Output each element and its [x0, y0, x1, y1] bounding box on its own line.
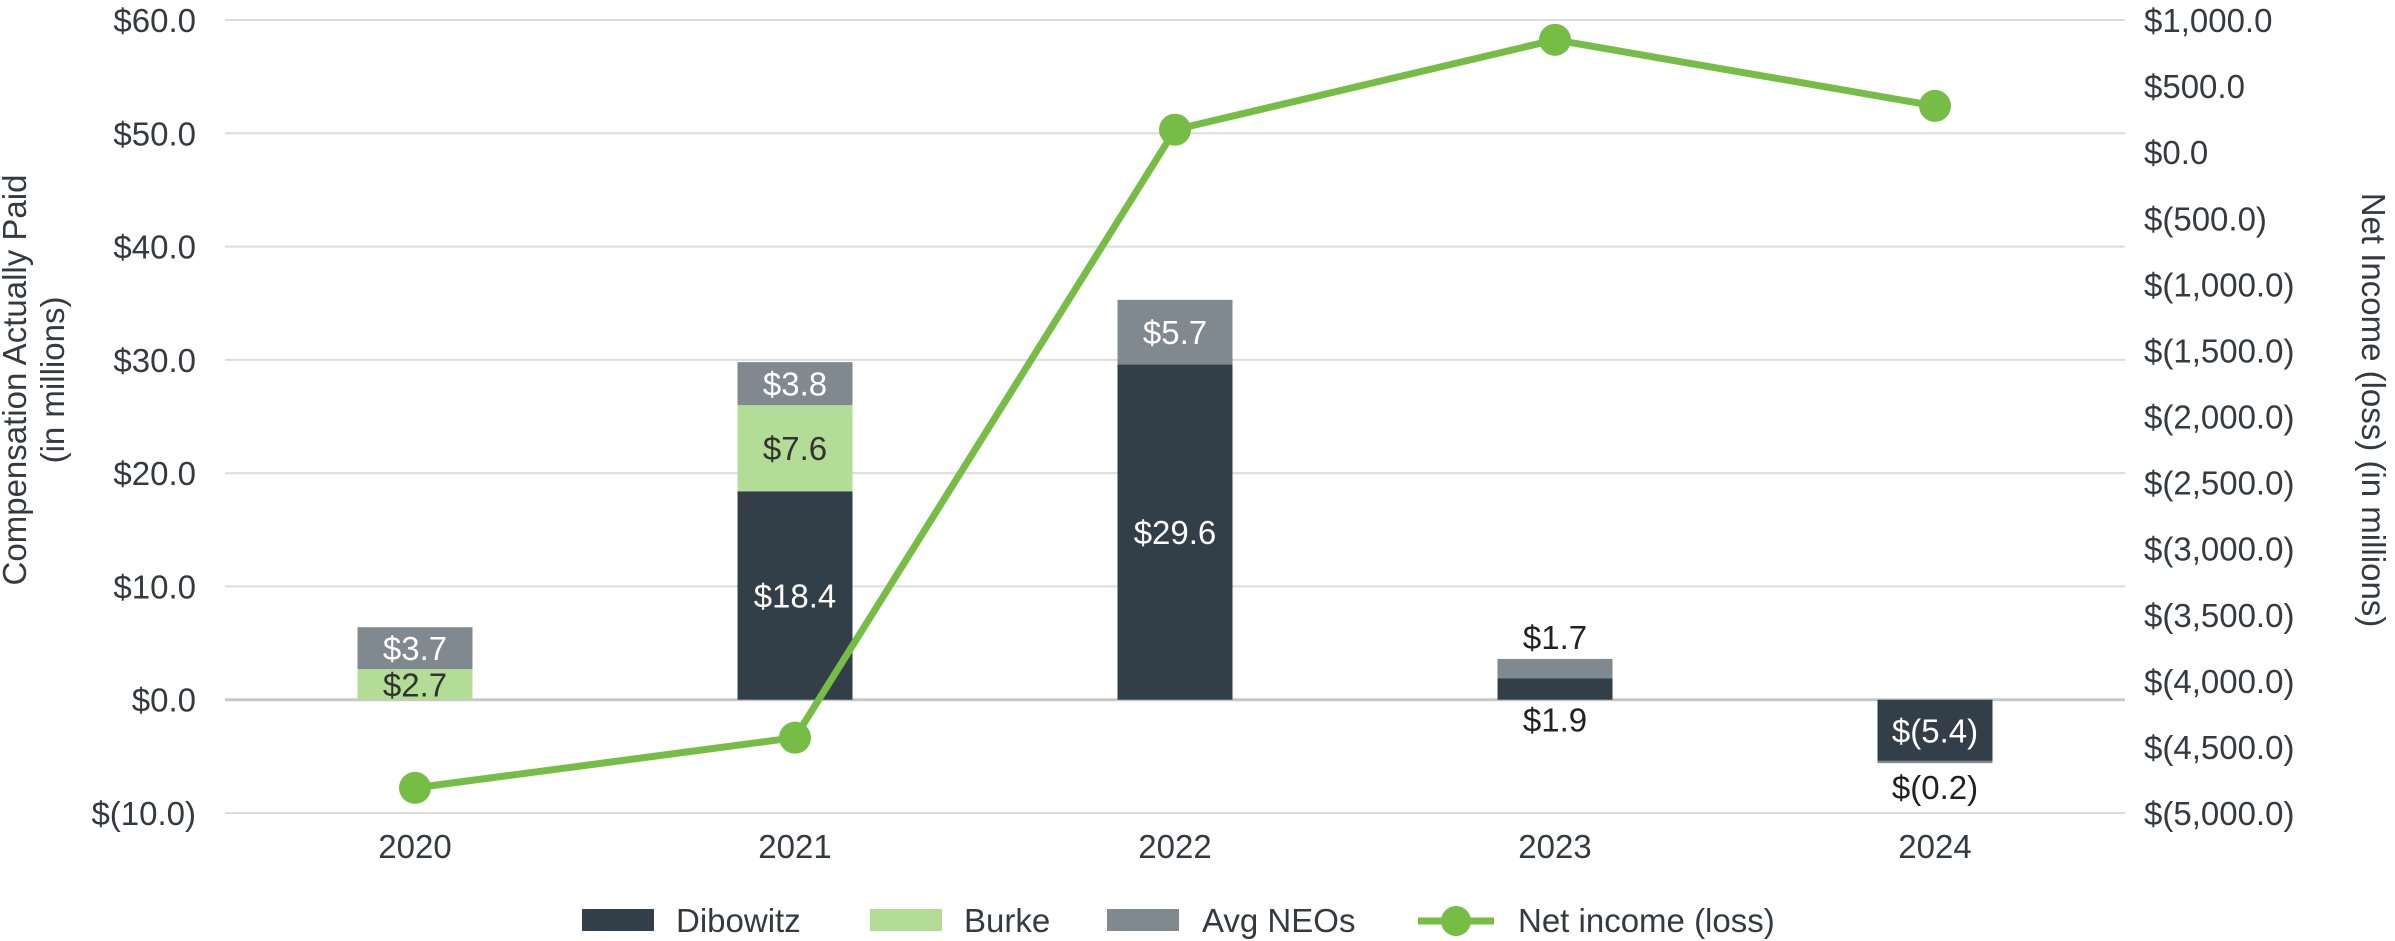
left-tick-label-2: $10.0: [113, 568, 196, 605]
left-axis: $(10.0) $0.0 $10.0 $20.0 $30.0 $40.0 $50.0 $60.…: [91, 2, 196, 832]
net-income-point-2022: [1159, 113, 1191, 146]
data-label-dibowitz-2021: $18.4: [754, 577, 837, 614]
bars: [357, 299, 1993, 764]
data-labels: $2.7$3.7 $18.4 $7.6 $3.8 $29.6 $5.7 $1.9 $1.7 $(…: [383, 314, 1978, 806]
legend-swatch-dibowitz: [582, 909, 654, 931]
data-label-dibowitz-2023: $1.9: [1523, 702, 1587, 739]
data-label-burke-2021: $7.6: [763, 430, 827, 467]
x-tick-label-2024: 2024: [1898, 828, 1971, 865]
legend-label-net-income: Net income (loss): [1518, 902, 1775, 939]
right-tick-label-10: $0.0: [2144, 134, 2208, 171]
left-tick-label-5: $40.0: [113, 229, 196, 266]
legend-swatch-net-income-marker: [1441, 906, 1471, 936]
data-label-dibowitz-2024: $(5.4): [1892, 712, 1978, 749]
right-tick-label-9: $(500.0): [2144, 200, 2267, 237]
left-tick-label-3: $20.0: [113, 455, 196, 492]
data-label-avg-neos-2021: $3.8: [763, 366, 827, 403]
left-tick-label-4: $30.0: [113, 342, 196, 379]
left-axis-title-line1: Compensation Actually Paid: [0, 175, 33, 586]
legend-label-avg-neos: Avg NEOs: [1202, 902, 1355, 939]
bar-avg-neos-2021: [737, 362, 853, 406]
bar-dibowitz-2023: [1497, 678, 1613, 700]
left-tick-label-0: $(10.0): [91, 795, 196, 832]
net-income-point-2020: [399, 771, 431, 804]
right-axis-title: Net Income (loss) (in millions): [2355, 193, 2392, 628]
data-label-dibowitz-2022: $29.6: [1134, 514, 1217, 551]
legend: Dibowitz Burke Avg NEOs Net income (loss…: [582, 902, 1775, 939]
net-income-point-2021: [779, 721, 811, 754]
bar-avg-neos-2022: [1117, 299, 1233, 365]
bar-dibowitz-2022: [1117, 364, 1233, 700]
bar-burke-2021: [737, 405, 853, 492]
left-tick-label-1: $0.0: [132, 682, 196, 719]
net-income-point-2023: [1539, 23, 1571, 56]
bar-avg-neos-2020: [357, 627, 473, 670]
bar-avg-neos-2024: [1877, 760, 1993, 764]
x-tick-label-2020: 2020: [378, 828, 451, 865]
bar-dibowitz-2021: [737, 491, 853, 700]
x-tick-label-2023: 2023: [1518, 828, 1591, 865]
right-tick-label-0: $(5,000.0): [2144, 795, 2294, 832]
data-label-avg-neos-2020: $3.7: [383, 630, 447, 667]
x-tick-label-2022: 2022: [1138, 828, 1211, 865]
right-tick-label-2: $(4,000.0): [2144, 663, 2294, 700]
right-tick-label-8: $(1,000.0): [2144, 266, 2294, 303]
net-income-line: [399, 23, 1951, 804]
left-tick-label-7: $60.0: [113, 2, 196, 39]
data-label-avg-neos-2023: $1.7: [1523, 619, 1587, 656]
right-tick-label-6: $(2,000.0): [2144, 399, 2294, 436]
bar-dibowitz-2024: [1877, 699, 1993, 761]
data-label-burke-2020: $2.7: [383, 666, 447, 703]
legend-label-dibowitz: Dibowitz: [676, 902, 801, 939]
right-tick-label-11: $500.0: [2144, 68, 2245, 105]
right-tick-label-4: $(3,000.0): [2144, 531, 2294, 568]
right-tick-label-12: $1,000.0: [2144, 2, 2272, 39]
right-axis: $(5,000.0) $(4,500.0) $(4,000.0) $(3,500.0)…: [2144, 2, 2294, 832]
x-tick-label-2021: 2021: [758, 828, 831, 865]
right-tick-label-7: $(1,500.0): [2144, 332, 2294, 369]
net-income-point-2024: [1919, 89, 1951, 122]
legend-swatch-avg-neos: [1107, 909, 1179, 931]
bar-avg-neos-2023: [1497, 658, 1613, 679]
left-axis-title-line2: (in millions): [34, 297, 71, 464]
left-tick-label-6: $50.0: [113, 115, 196, 152]
bar-burke-2020: [357, 669, 473, 700]
right-tick-label-3: $(3,500.0): [2144, 597, 2294, 634]
right-tick-label-5: $(2,500.0): [2144, 465, 2294, 502]
x-axis: 2020 2021 2022 2023 2024: [378, 828, 1971, 865]
right-tick-label-1: $(4,500.0): [2144, 729, 2294, 766]
legend-label-burke: Burke: [964, 902, 1050, 939]
data-label-avg-neos-2024: $(0.2): [1892, 769, 1978, 806]
legend-swatch-burke: [870, 909, 942, 931]
data-label-avg-neos-2022: $5.7: [1143, 314, 1207, 351]
